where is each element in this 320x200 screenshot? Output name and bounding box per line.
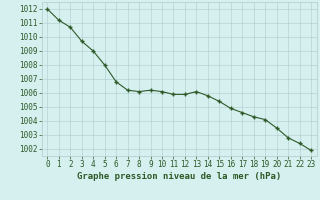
X-axis label: Graphe pression niveau de la mer (hPa): Graphe pression niveau de la mer (hPa)	[77, 172, 281, 181]
